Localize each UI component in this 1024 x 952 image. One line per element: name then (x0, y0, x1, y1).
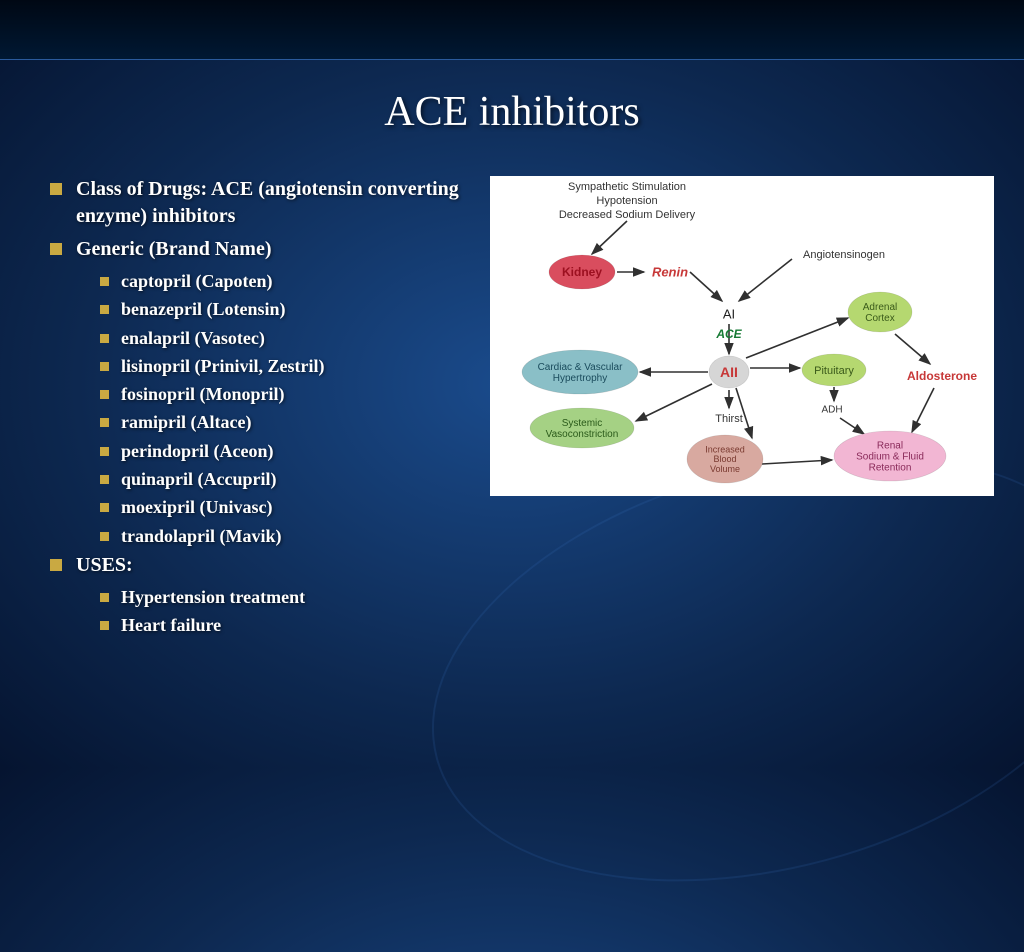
bullet-square-icon (100, 532, 109, 541)
svg-text:Sodium & Fluid: Sodium & Fluid (856, 452, 924, 463)
bullet-text: captopril (Capoten) (121, 269, 273, 293)
svg-text:Decreased Sodium Delivery: Decreased Sodium Delivery (559, 209, 696, 221)
svg-text:AI: AI (723, 307, 735, 322)
bullet-l2: perindopril (Aceon) (100, 439, 470, 463)
svg-text:Hypertrophy: Hypertrophy (553, 373, 607, 384)
svg-text:Systemic: Systemic (562, 418, 603, 429)
bullet-text: perindopril (Aceon) (121, 439, 274, 463)
bullet-text: quinapril (Accupril) (121, 467, 277, 491)
flowchart-svg: Sympathetic Stimulation Hypotension Decrea… (490, 176, 994, 496)
bullet-text: Generic (Brand Name) (76, 236, 272, 263)
bullet-square-icon (100, 277, 109, 286)
bullet-l2: ramipril (Altace) (100, 410, 470, 434)
svg-text:Thirst: Thirst (715, 413, 743, 425)
bullet-text: lisinopril (Prinivil, Zestril) (121, 354, 325, 378)
bullet-square-icon (100, 447, 109, 456)
bullet-square-icon (100, 390, 109, 399)
bullet-square-icon (100, 305, 109, 314)
bullet-square-icon (50, 183, 62, 195)
svg-text:Blood: Blood (713, 454, 736, 464)
svg-text:Pituitary: Pituitary (814, 365, 854, 377)
bullet-square-icon (100, 593, 109, 602)
bullet-l2: captopril (Capoten) (100, 269, 470, 293)
svg-text:Retention: Retention (869, 463, 912, 474)
bullet-text: benazepril (Lotensin) (121, 297, 286, 321)
slide-title: ACE inhibitors (0, 60, 1024, 156)
bullet-text: Hypertension treatment (121, 585, 305, 609)
bullet-l2: moexipril (Univasc) (100, 495, 470, 519)
bullet-l2: enalapril (Vasotec) (100, 326, 470, 350)
bullet-l2: quinapril (Accupril) (100, 467, 470, 491)
bullet-l1: USES: (50, 552, 470, 579)
bullet-square-icon (100, 621, 109, 630)
svg-text:Angiotensinogen: Angiotensinogen (803, 249, 885, 261)
bullet-text: ramipril (Altace) (121, 410, 251, 434)
svg-text:AII: AII (720, 364, 738, 380)
bullet-text: moexipril (Univasc) (121, 495, 272, 519)
bullet-l2: lisinopril (Prinivil, Zestril) (100, 354, 470, 378)
bullet-l2: Heart failure (100, 613, 470, 637)
svg-text:Renin: Renin (652, 265, 688, 280)
bullet-square-icon (100, 362, 109, 371)
bullet-text: Heart failure (121, 613, 221, 637)
bullet-text: trandolapril (Mavik) (121, 524, 282, 548)
bullet-column: Class of Drugs: ACE (angiotensin convert… (50, 176, 470, 642)
top-bar (0, 0, 1024, 60)
bullet-text: fosinopril (Monopril) (121, 382, 285, 406)
bullet-l2: fosinopril (Monopril) (100, 382, 470, 406)
svg-text:Kidney: Kidney (562, 265, 602, 279)
svg-text:Cortex: Cortex (865, 313, 894, 324)
bullet-square-icon (100, 475, 109, 484)
svg-text:ADH: ADH (821, 405, 842, 416)
bullet-square-icon (50, 559, 62, 571)
bullet-square-icon (100, 503, 109, 512)
bullet-square-icon (100, 334, 109, 343)
svg-text:Adrenal: Adrenal (863, 302, 897, 313)
svg-text:Vasoconstriction: Vasoconstriction (546, 429, 619, 440)
bullet-text: enalapril (Vasotec) (121, 326, 265, 350)
bullet-l2: benazepril (Lotensin) (100, 297, 470, 321)
bullet-square-icon (100, 418, 109, 427)
svg-text:Volume: Volume (710, 464, 740, 474)
diagram-panel: Sympathetic Stimulation Hypotension Decrea… (490, 176, 994, 496)
bullet-text: Class of Drugs: ACE (angiotensin convert… (76, 176, 470, 230)
bullet-l2: Hypertension treatment (100, 585, 470, 609)
svg-text:Renal: Renal (877, 441, 903, 452)
svg-text:Hypotension: Hypotension (596, 195, 657, 207)
bullet-l2: trandolapril (Mavik) (100, 524, 470, 548)
svg-text:Cardiac & Vascular: Cardiac & Vascular (538, 362, 624, 373)
bullet-l1: Class of Drugs: ACE (angiotensin convert… (50, 176, 470, 230)
bullet-text: USES: (76, 552, 133, 579)
svg-text:Aldosterone: Aldosterone (907, 369, 977, 383)
svg-text:Increased: Increased (705, 444, 745, 454)
bullet-square-icon (50, 243, 62, 255)
svg-text:Sympathetic Stimulation: Sympathetic Stimulation (568, 181, 686, 193)
svg-text:ACE: ACE (715, 327, 742, 341)
bullet-l1: Generic (Brand Name) (50, 236, 470, 263)
